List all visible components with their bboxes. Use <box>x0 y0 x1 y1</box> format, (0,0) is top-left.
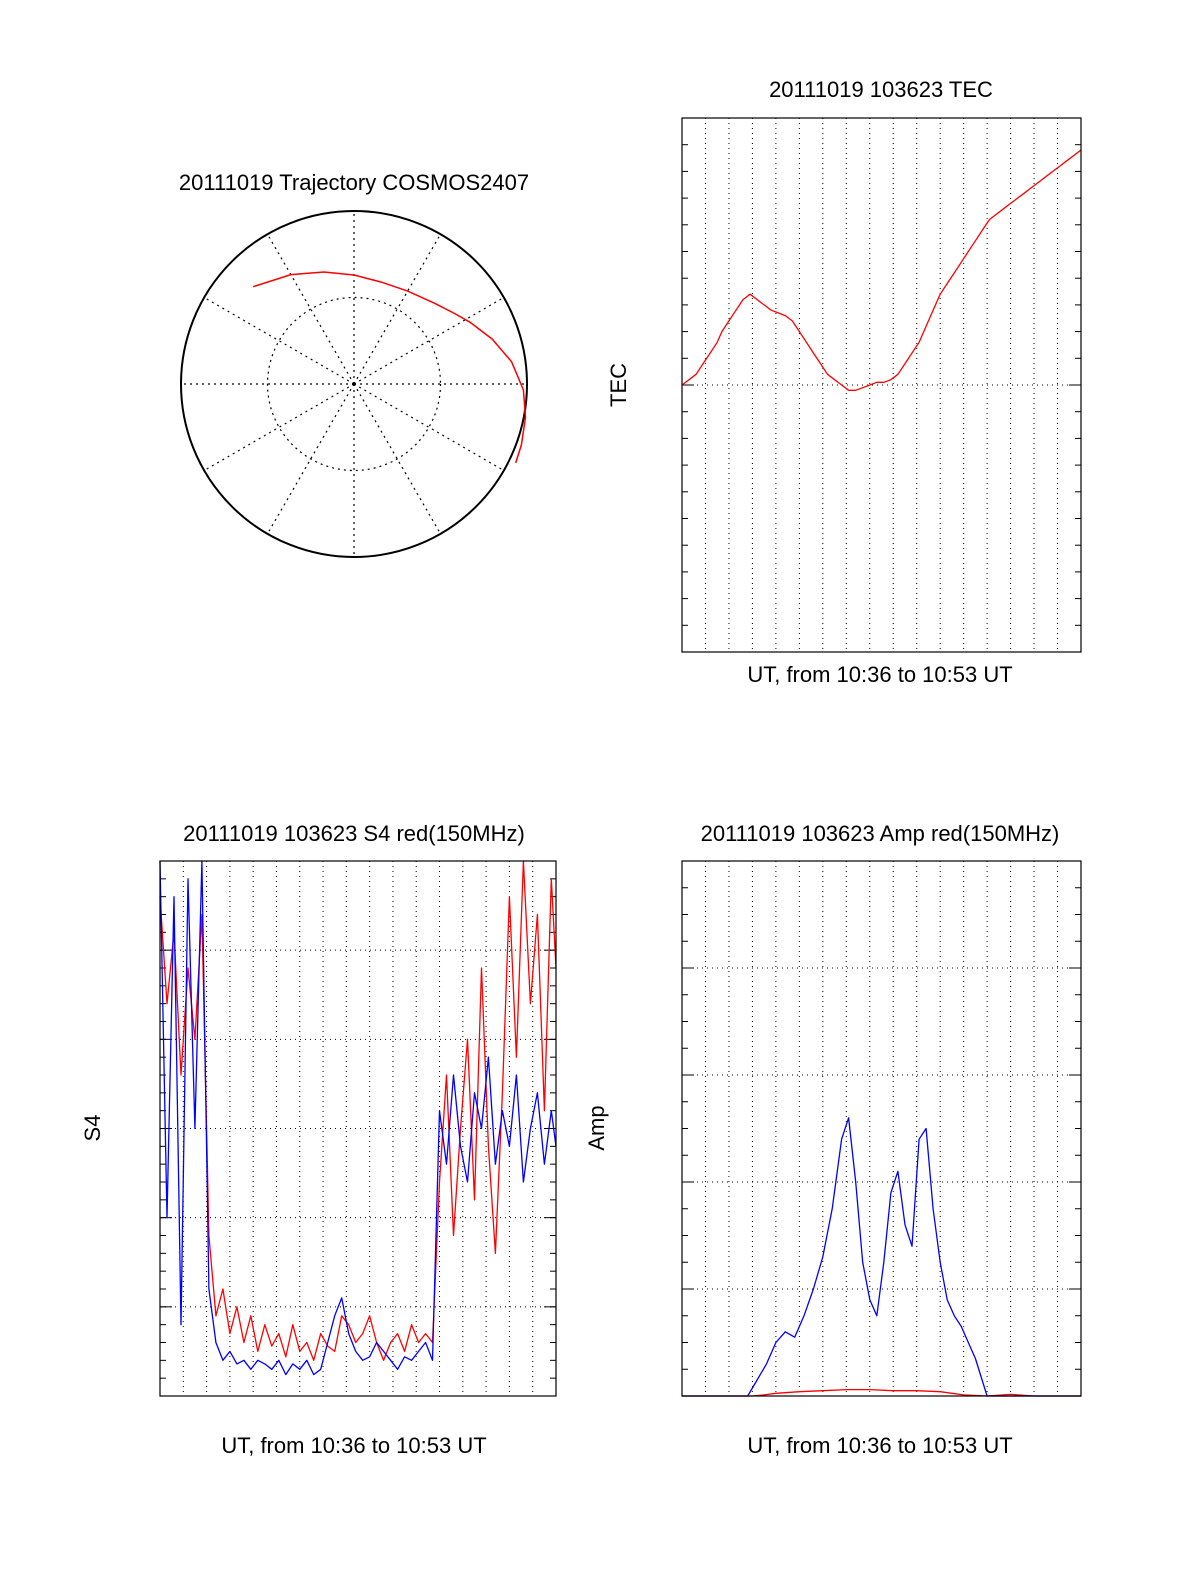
tec-ylabel: TEC <box>606 363 631 407</box>
s4-xlabel: UT, from 10:36 to 10:53 UT <box>221 1433 486 1458</box>
polar-spoke <box>203 383 355 472</box>
amp-plot-area <box>681 860 1082 1397</box>
polar-spoke <box>353 233 442 385</box>
polar-spoke <box>266 383 355 535</box>
plot-frame <box>681 117 1082 653</box>
trajectory-title: 20111019 Trajectory COSMOS2407 <box>179 170 529 195</box>
trajectory-line <box>252 271 527 464</box>
series-red <box>159 860 557 1361</box>
s4-plot-area <box>159 860 557 1397</box>
tec-title: 20111019 103623 TEC <box>769 77 993 102</box>
polar-outer-ring <box>180 210 528 558</box>
amp-ylabel: Amp <box>584 1105 609 1150</box>
polar-ring-50 <box>266 296 442 472</box>
polar-spoke <box>266 233 355 385</box>
polar-spoke <box>353 383 505 472</box>
series-blue <box>159 860 557 1376</box>
trajectory-panel: 20111019 Trajectory COSMOS2407 <box>179 170 529 558</box>
amp-title: 20111019 103623 Amp red(150MHz) <box>701 821 1060 846</box>
polar-spoke <box>203 296 355 385</box>
s4-panel: 20111019 103623 S4 red(150MHz) S4 UT, fr… <box>80 821 557 1458</box>
s4-title: 20111019 103623 S4 red(150MHz) <box>183 821 525 846</box>
polar-spoke <box>353 383 442 535</box>
trajectory-track <box>252 271 527 464</box>
polar-spoke <box>353 296 505 385</box>
plot-frame <box>159 860 557 1397</box>
amp-panel: 20111019 103623 Amp red(150MHz) Amp UT, … <box>584 821 1082 1458</box>
amp-xlabel: UT, from 10:36 to 10:53 UT <box>747 1433 1012 1458</box>
tec-plot-area <box>681 117 1082 653</box>
polar-grid <box>180 210 528 558</box>
series-red <box>681 149 1082 391</box>
tec-panel: 20111019 103623 TEC TEC UT, from 10:36 t… <box>606 77 1082 687</box>
series-blue <box>682 1117 1081 1397</box>
plot-frame <box>681 860 1082 1397</box>
tec-xlabel: UT, from 10:36 to 10:53 UT <box>747 662 1012 687</box>
s4-ylabel: S4 <box>80 1115 105 1142</box>
